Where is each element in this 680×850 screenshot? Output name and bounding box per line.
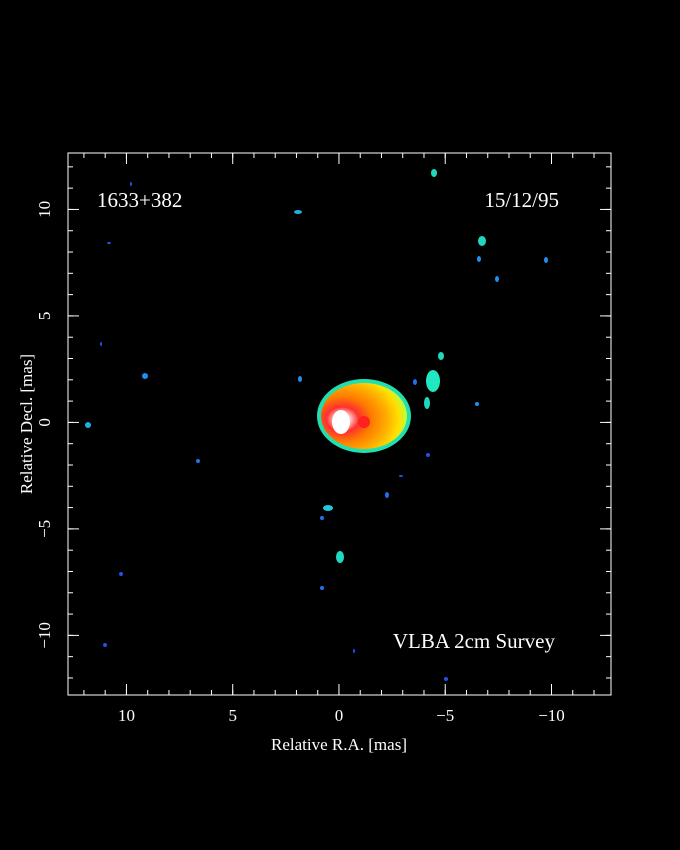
y-tick-label: 10 <box>35 201 54 218</box>
noise <box>107 242 111 244</box>
noise <box>103 643 107 647</box>
noise <box>413 379 417 385</box>
noise <box>323 505 333 511</box>
x-axis-label: Relative R.A. [mas] <box>271 735 407 754</box>
noise <box>100 342 102 346</box>
noise <box>399 475 403 477</box>
noise <box>85 422 91 428</box>
survey-label: VLBA 2cm Survey <box>393 629 556 653</box>
x-tick-label: 5 <box>228 706 237 725</box>
source-label: 1633+382 <box>97 188 182 212</box>
noise <box>475 402 479 406</box>
noise <box>294 210 302 214</box>
noise <box>320 516 324 520</box>
noise <box>478 236 486 246</box>
noise <box>336 551 344 563</box>
date-label: 15/12/95 <box>484 188 559 212</box>
source-peak <box>332 410 350 434</box>
noise <box>444 677 448 681</box>
x-tick-label: 10 <box>118 706 135 725</box>
noise <box>119 572 123 576</box>
plot-frame <box>67 152 612 696</box>
noise <box>130 182 132 186</box>
y-tick-label: −5 <box>35 520 54 538</box>
y-tick-label: −10 <box>35 622 54 649</box>
image-features <box>85 169 548 681</box>
noise <box>426 453 430 457</box>
x-tick-label: 0 <box>335 706 344 725</box>
x-tick-label: −5 <box>436 706 454 725</box>
noise <box>320 586 324 590</box>
noise <box>495 276 499 282</box>
noise <box>298 376 302 382</box>
noise <box>544 257 548 263</box>
noise <box>424 397 430 409</box>
noise <box>353 649 355 653</box>
noise <box>438 352 444 360</box>
source-knot <box>358 416 370 428</box>
y-axis-label: Relative Decl. [mas] <box>17 354 36 494</box>
noise <box>196 459 200 463</box>
noise <box>431 169 437 177</box>
noise <box>477 256 481 262</box>
noise <box>426 370 440 392</box>
noise <box>142 373 148 379</box>
noise <box>385 492 389 498</box>
y-tick-label: 0 <box>35 418 54 427</box>
x-tick-label: −10 <box>538 706 565 725</box>
y-tick-label: 5 <box>35 312 54 321</box>
